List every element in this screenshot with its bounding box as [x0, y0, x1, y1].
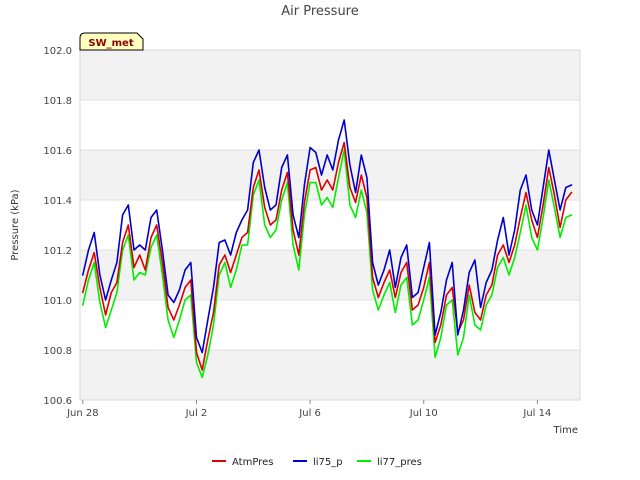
- legend-label: AtmPres: [232, 457, 273, 468]
- x-tick-label: Jul 2: [185, 408, 208, 419]
- x-axis-title: Time: [553, 425, 578, 436]
- series-line-li77-pres: [82, 149, 573, 379]
- chart-title: Air Pressure: [281, 4, 359, 19]
- plot-frame: [79, 49, 581, 401]
- x-tick-label: Jun 28: [66, 408, 99, 419]
- x-tick-label: Jul 10: [409, 408, 438, 419]
- series-lines: [82, 119, 573, 379]
- y-tick-label: 100.8: [43, 346, 72, 357]
- background-band: [80, 150, 580, 200]
- y-tick-label: 100.6: [43, 396, 72, 407]
- site-badge-label: SW_met: [88, 38, 133, 49]
- x-tick-label: Jul 14: [522, 408, 551, 419]
- y-tick-label: 101.8: [43, 96, 72, 107]
- x-tick-label: Jul 6: [298, 408, 321, 419]
- y-tick-label: 101.4: [43, 196, 72, 207]
- site-badge: SW_met: [79, 32, 144, 51]
- site-badge-shape: [79, 32, 144, 51]
- y-tick-label: 102.0: [43, 46, 72, 57]
- y-axis-title: Pressure (kPa): [10, 189, 21, 260]
- y-tick-label: 101.2: [43, 246, 72, 257]
- series-line-atmpres: [82, 141, 573, 371]
- legend-label: li75_p: [313, 457, 343, 468]
- background-band: [80, 350, 580, 400]
- legend: AtmPres li75_p li77_pres: [212, 457, 422, 468]
- background-band: [80, 50, 580, 100]
- background-band: [80, 250, 580, 300]
- y-tick-label: 101.0: [43, 296, 72, 307]
- x-axis-ticks: Jun 28 Jul 2 Jul 6 Jul 10 Jul 14: [66, 400, 551, 419]
- y-tick-label: 101.6: [43, 146, 72, 157]
- y-axis-ticks: 100.6 100.8 101.0 101.2 101.4 101.6 101.8 102.0: [43, 46, 72, 407]
- series-line-li75-p: [82, 119, 573, 354]
- legend-label: li77_pres: [377, 457, 422, 468]
